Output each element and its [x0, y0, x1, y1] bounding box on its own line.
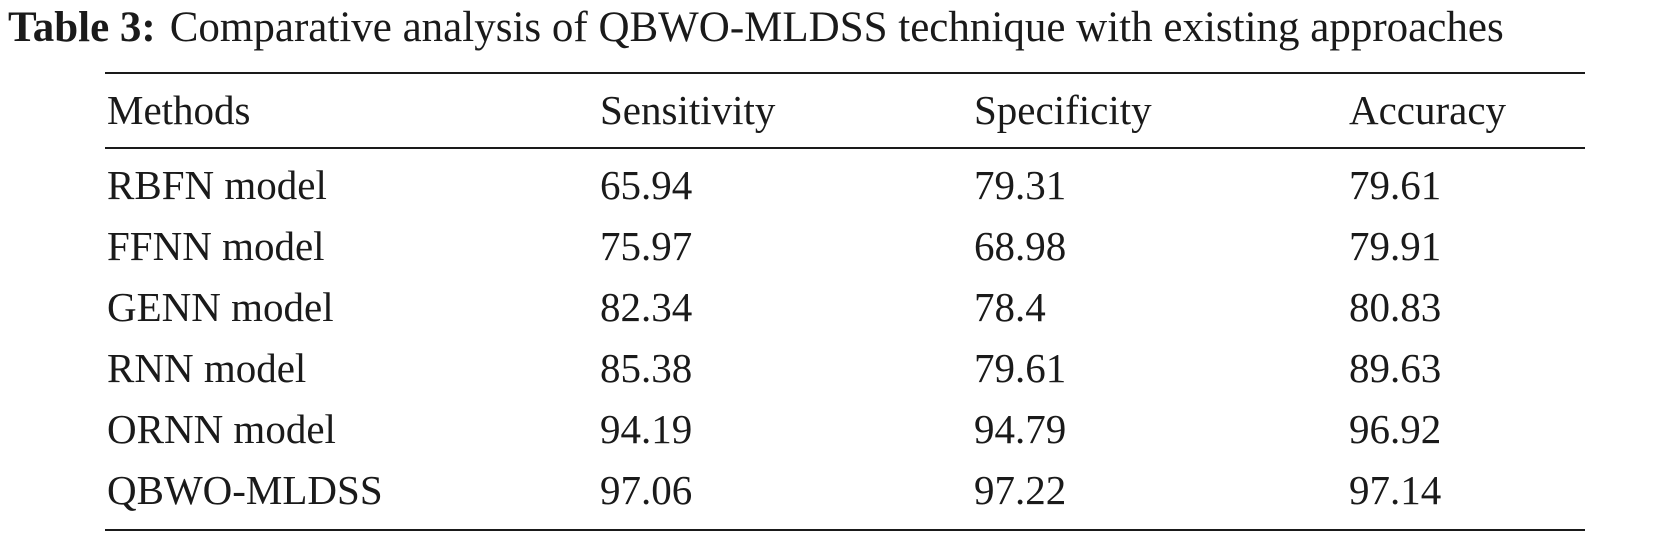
table-row: FFNN model 75.97 68.98 79.91 [107, 216, 1549, 277]
sensitivity-cell: 97.06 [600, 467, 693, 513]
table-row: QBWO-MLDSS 97.06 97.22 97.14 [107, 460, 1549, 521]
header-row: Methods Sensitivity Specificity Accuracy [107, 76, 1549, 145]
comparison-table: Methods Sensitivity Specificity Accuracy… [107, 76, 1549, 521]
sensitivity-cell: 75.97 [600, 223, 693, 269]
method-cell: QBWO-MLDSS [107, 467, 383, 513]
specificity-cell: 97.22 [974, 467, 1067, 513]
caption-text: Comparative analysis of QBWO-MLDSS techn… [169, 4, 1504, 51]
header-methods: Methods [107, 87, 251, 133]
specificity-cell: 78.4 [974, 284, 1046, 330]
header-sensitivity: Sensitivity [600, 87, 776, 133]
accuracy-cell: 97.14 [1349, 467, 1442, 513]
method-cell: GENN model [107, 284, 334, 330]
sensitivity-cell: 94.19 [600, 406, 693, 452]
header-accuracy: Accuracy [1349, 87, 1507, 133]
sensitivity-cell: 65.94 [600, 162, 693, 208]
table-caption: Table 3: Comparative analysis of QBWO-MLD… [8, 2, 1679, 54]
accuracy-cell: 80.83 [1349, 284, 1442, 330]
accuracy-cell: 79.61 [1349, 162, 1442, 208]
bottom-rule [105, 529, 1585, 531]
method-cell: ORNN model [107, 406, 336, 452]
specificity-cell: 79.31 [974, 162, 1067, 208]
method-cell: RNN model [107, 345, 307, 391]
sensitivity-cell: 82.34 [600, 284, 693, 330]
accuracy-cell: 96.92 [1349, 406, 1442, 452]
accuracy-cell: 89.63 [1349, 345, 1442, 391]
table-row: RBFN model 65.94 79.31 79.61 [107, 145, 1549, 216]
method-cell: RBFN model [107, 162, 327, 208]
accuracy-cell: 79.91 [1349, 223, 1442, 269]
table-row: GENN model 82.34 78.4 80.83 [107, 277, 1549, 338]
table-row: RNN model 85.38 79.61 89.63 [107, 338, 1549, 399]
method-cell: FFNN model [107, 223, 325, 269]
caption-label: Table 3: [8, 4, 156, 51]
sensitivity-cell: 85.38 [600, 345, 693, 391]
specificity-cell: 94.79 [974, 406, 1067, 452]
specificity-cell: 68.98 [974, 223, 1067, 269]
specificity-cell: 79.61 [974, 345, 1067, 391]
top-rule [105, 72, 1585, 74]
header-specificity: Specificity [974, 87, 1152, 133]
table-row: ORNN model 94.19 94.79 96.92 [107, 399, 1549, 460]
header-rule [105, 147, 1585, 149]
